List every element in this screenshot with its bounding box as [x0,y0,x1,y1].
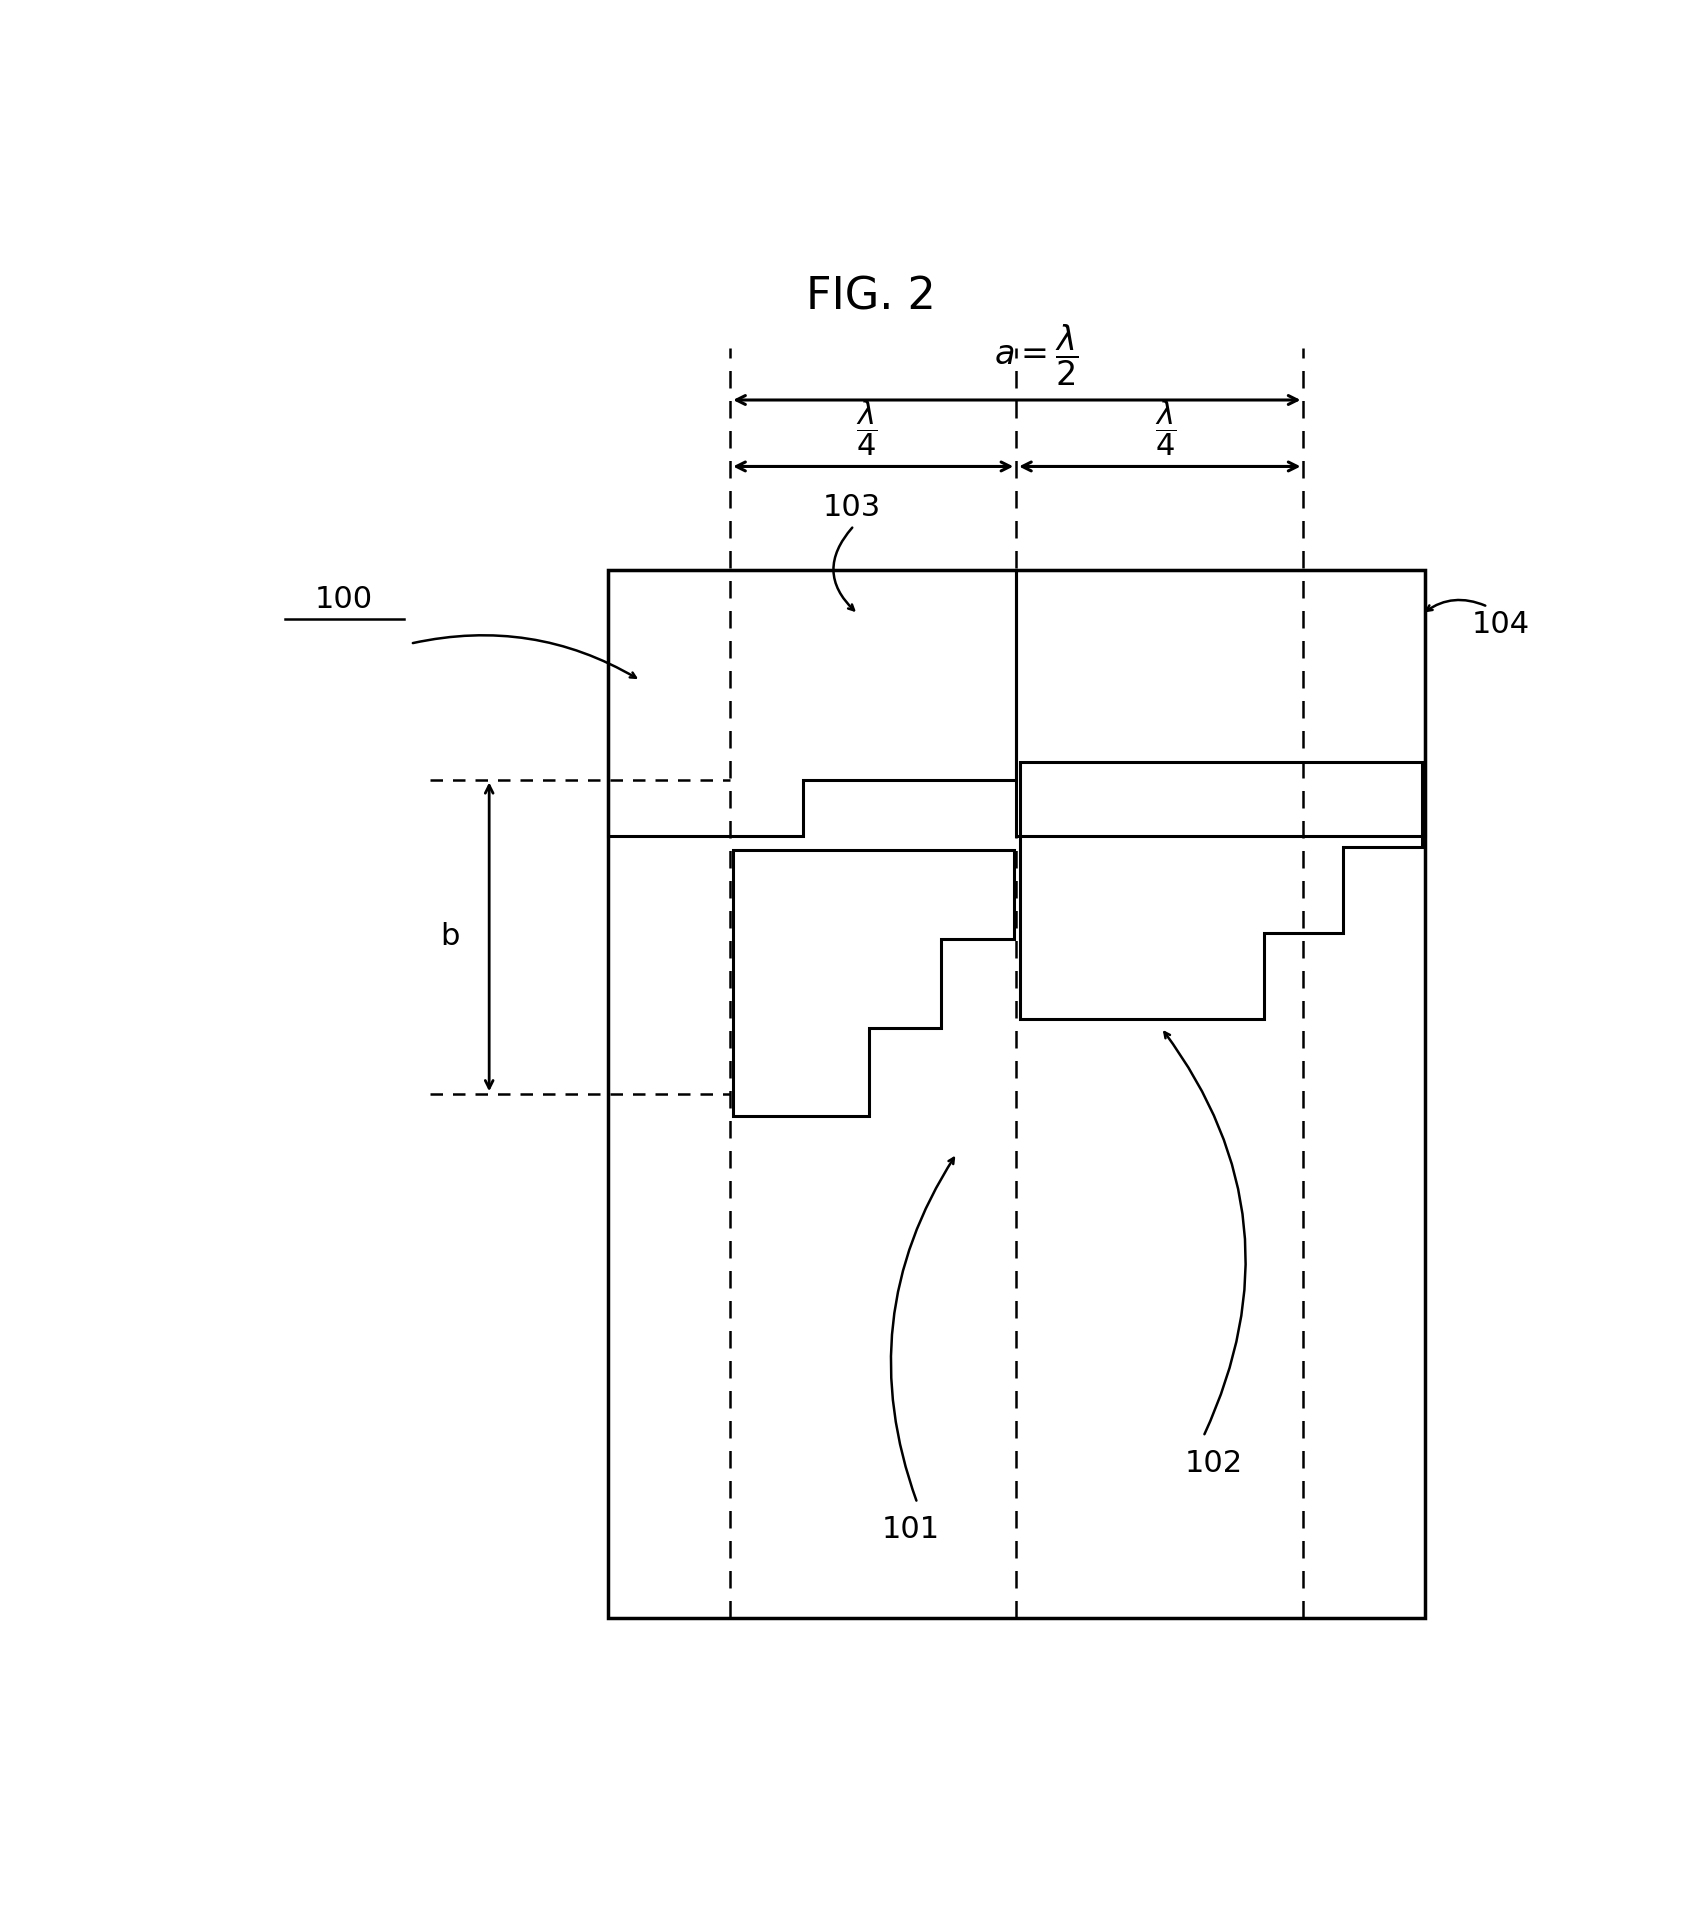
Text: 104: 104 [1472,610,1530,639]
Text: 102: 102 [1185,1448,1243,1479]
Text: $a = \dfrac{\lambda}{2}$: $a = \dfrac{\lambda}{2}$ [994,322,1080,387]
Text: 103: 103 [823,493,881,522]
Text: b: b [440,923,459,951]
Text: 100: 100 [314,585,374,614]
Text: $\dfrac{\lambda}{4}$: $\dfrac{\lambda}{4}$ [1156,399,1176,458]
Text: 101: 101 [882,1515,940,1544]
Text: FIG. 2: FIG. 2 [806,274,937,318]
Text: $\dfrac{\lambda}{4}$: $\dfrac{\lambda}{4}$ [855,399,877,458]
